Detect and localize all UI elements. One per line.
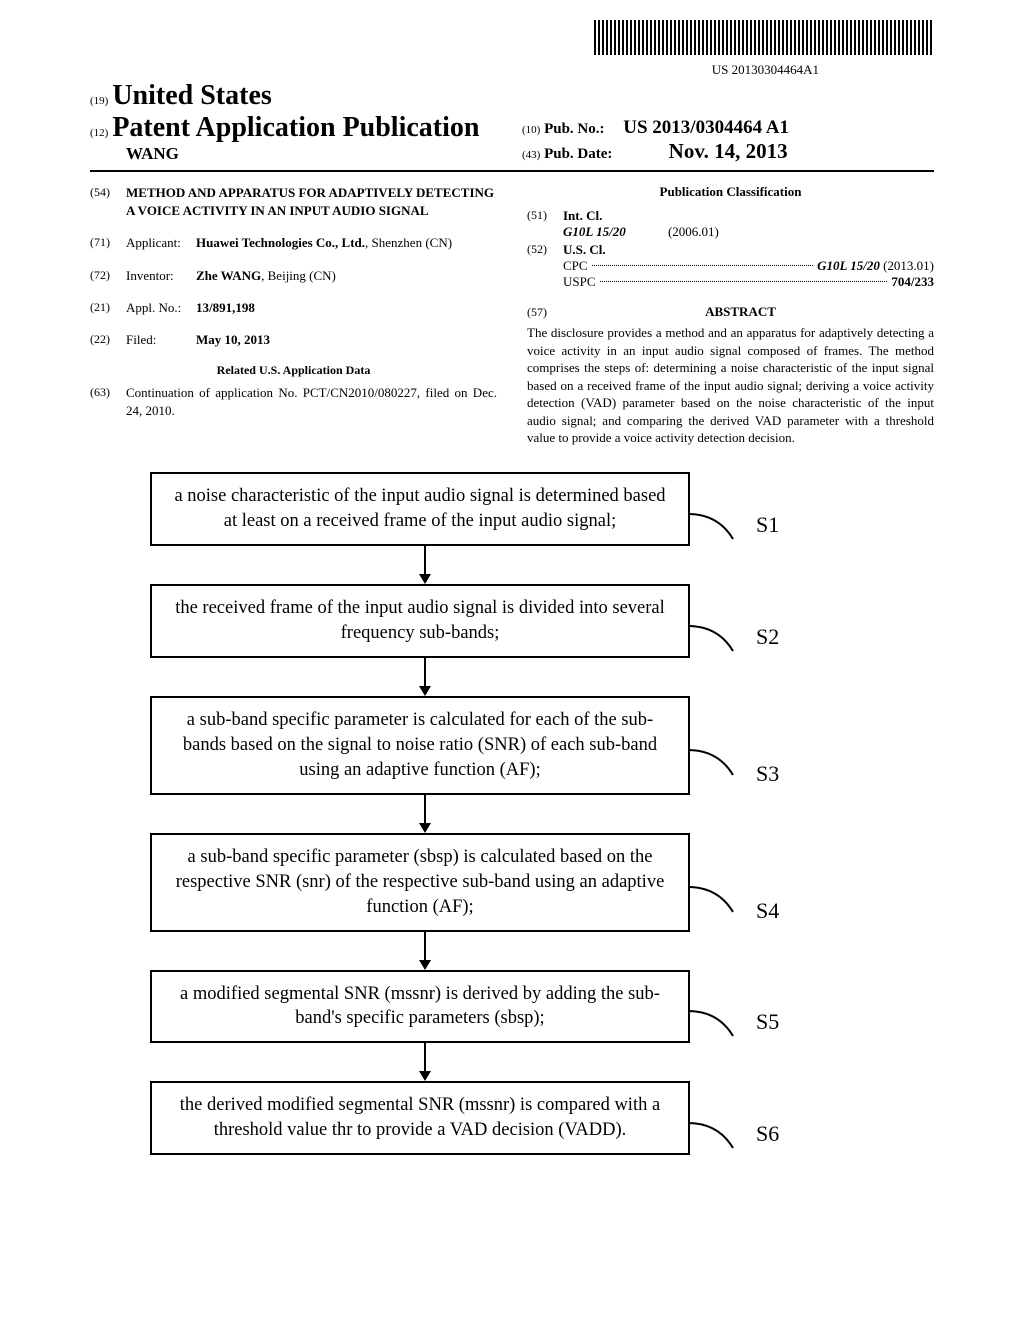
flow-row: a sub-band specific parameter (sbsp) is … [150,833,874,932]
inventor-value: Zhe WANG [196,268,261,283]
flowchart: a noise characteristic of the input audi… [90,472,934,1156]
flow-arrow [150,1043,874,1081]
intcl-year: (2006.01) [668,224,719,239]
barcode-number: US 20130304464A1 [90,62,934,78]
pub-date-label: Pub. Date: [544,146,612,162]
intcl-code: G10L 15/20 [563,224,626,239]
patent-title: METHOD AND APPARATUS FOR ADAPTIVELY DETE… [126,184,497,220]
uspc-value: 704/233 [891,274,934,290]
title-num: (54) [90,184,126,220]
flow-step-label: S1 [756,512,779,538]
flow-step-label: S2 [756,624,779,650]
flow-box: a modified segmental SNR (mssnr) is deri… [150,970,690,1044]
flow-connector [688,606,748,636]
flow-arrow [150,932,874,970]
pub-no-label: Pub. No.: [544,121,604,137]
flow-row: a modified segmental SNR (mssnr) is deri… [150,970,874,1044]
author-name: WANG [126,144,502,164]
uscl-num: (52) [527,242,563,290]
flow-arrow [150,658,874,696]
flow-step-label: S3 [756,761,779,787]
abstract-heading: ABSTRACT [547,304,934,320]
flow-arrow [150,546,874,584]
applicant-num: (71) [90,234,126,252]
filed-label: Filed: [126,331,196,349]
uscl-label: U.S. Cl. [563,242,934,258]
classification-heading: Publication Classification [527,184,934,200]
flow-connector [688,991,748,1021]
left-column: (54) METHOD AND APPARATUS FOR ADAPTIVELY… [90,184,497,447]
cpc-label: CPC [563,258,588,274]
pub-date-num: (43) [522,149,540,161]
cpc-year: (2013.01) [883,258,934,274]
flow-step-label: S4 [756,898,779,924]
applicant-location: Shenzhen (CN) [372,235,453,250]
appl-label: Appl. No.: [126,299,196,317]
abstract-text: The disclosure provides a method and an … [527,324,934,447]
flow-arrow [150,795,874,833]
flow-row: the received frame of the input audio si… [150,584,874,658]
dotted-fill [592,265,814,266]
country-num: (19) [90,95,108,107]
content-columns: (54) METHOD AND APPARATUS FOR ADAPTIVELY… [90,184,934,447]
applicant-label: Applicant: [126,234,196,252]
abstract-num: (57) [527,305,547,320]
pub-no-num: (10) [522,124,540,136]
dotted-fill [600,281,888,282]
inventor-location: , Beijing (CN) [261,268,336,283]
intcl-label: Int. Cl. [563,208,934,224]
flow-step-label: S6 [756,1121,779,1147]
flow-row: a sub-band specific parameter is calcula… [150,696,874,795]
flow-connector [688,730,748,760]
flow-box: a sub-band specific parameter (sbsp) is … [150,833,690,932]
inventor-label: Inventor: [126,267,196,285]
flow-box: a noise characteristic of the input audi… [150,472,690,546]
flow-box: the derived modified segmental SNR (mssn… [150,1081,690,1155]
barcode-section: US 20130304464A1 [90,20,934,78]
flow-connector [688,494,748,524]
appl-value: 13/891,198 [196,299,497,317]
flow-box: a sub-band specific parameter is calcula… [150,696,690,795]
appl-num: (21) [90,299,126,317]
pub-no-value: US 2013/0304464 A1 [623,117,789,138]
flow-row: the derived modified segmental SNR (mssn… [150,1081,874,1155]
cpc-value: G10L 15/20 [817,258,880,274]
header-section: (19) United States (12) Patent Applicati… [90,80,934,172]
flow-connector [688,867,748,897]
filed-value: May 10, 2013 [196,331,497,349]
pub-date-value: Nov. 14, 2013 [669,139,788,163]
inventor-num: (72) [90,267,126,285]
applicant-value: Huawei Technologies Co., Ltd. [196,235,365,250]
flow-row: a noise characteristic of the input audi… [150,472,874,546]
country: United States [112,80,271,111]
flow-box: the received frame of the input audio si… [150,584,690,658]
intcl-num: (51) [527,208,563,240]
cont-num: (63) [90,384,126,420]
pub-type: Patent Application Publication [112,112,479,143]
flow-connector [688,1103,748,1133]
related-heading: Related U.S. Application Data [90,363,497,378]
flow-step-label: S5 [756,1009,779,1035]
barcode-image [594,20,934,55]
uspc-label: USPC [563,274,596,290]
pub-type-num: (12) [90,127,108,139]
cont-text: Continuation of application No. PCT/CN20… [126,384,497,420]
right-column: Publication Classification (51) Int. Cl.… [527,184,934,447]
filed-num: (22) [90,331,126,349]
